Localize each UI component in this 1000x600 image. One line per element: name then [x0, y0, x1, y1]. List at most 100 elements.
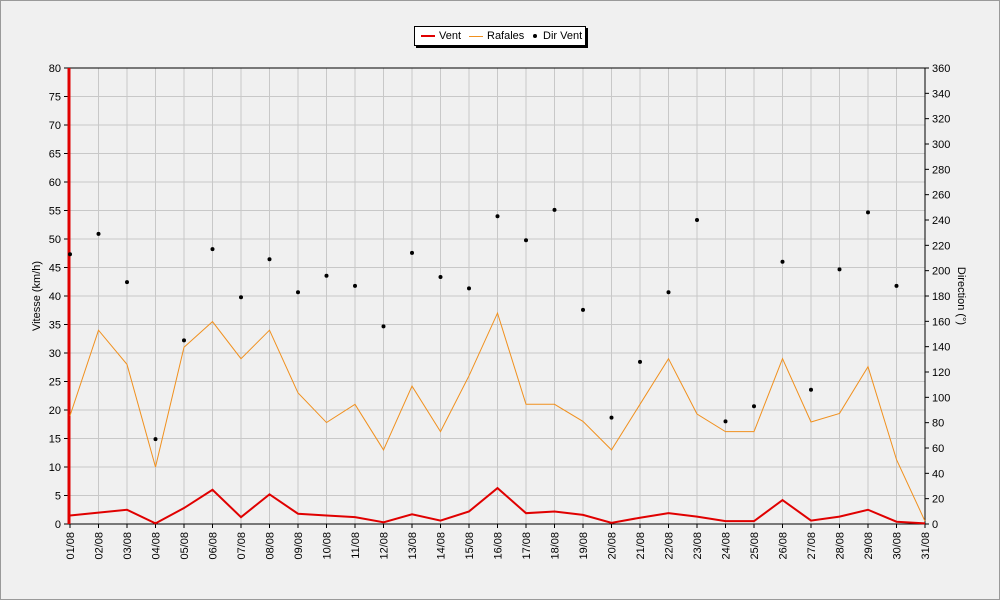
dir-vent-point [410, 250, 414, 255]
left-axis-tick-label: 60 [49, 177, 61, 189]
right-axis-tick-label: 0 [932, 519, 938, 531]
dir-vent-point [467, 286, 471, 291]
right-axis-tick-label: 280 [932, 164, 950, 176]
dir-vent-point [752, 404, 756, 409]
left-axis-tick-label: 70 [49, 120, 61, 132]
dir-vent-point [894, 283, 899, 288]
x-axis-tick-label: 15/08 [464, 532, 476, 560]
right-axis-tick-label: 100 [932, 392, 950, 404]
dir-vent-point [267, 257, 272, 262]
x-axis-tick-label: 18/08 [550, 532, 562, 560]
x-axis-tick-label: 09/08 [293, 532, 305, 560]
left-axis-tick-label: 75 [49, 92, 61, 104]
x-axis-tick-label: 20/08 [607, 532, 619, 560]
x-axis-tick-label: 27/08 [806, 532, 818, 560]
right-axis-tick-label: 180 [932, 291, 950, 303]
left-axis-tick-label: 40 [49, 291, 61, 303]
dir-vent-point [96, 231, 101, 236]
left-axis-tick-label: 15 [49, 434, 61, 446]
x-axis-tick-label: 05/08 [179, 532, 191, 560]
legend-label-vent: Vent [439, 30, 462, 42]
right-axis-tick-label: 240 [932, 215, 950, 227]
dir-vent-point [609, 415, 614, 420]
x-axis-tick-label: 24/08 [721, 532, 733, 560]
x-axis-tick-label: 14/08 [436, 532, 448, 560]
x-axis-tick-label: 21/08 [635, 532, 647, 560]
x-axis-tick-label: 11/08 [350, 532, 362, 559]
dir-vent-point [495, 214, 500, 219]
right-axis-tick-label: 120 [932, 367, 950, 379]
right-axis-tick-label: 340 [932, 88, 950, 100]
x-axis-tick-label: 26/08 [778, 532, 790, 560]
left-axis-tick-label: 80 [49, 63, 61, 75]
dir-vent-point [381, 324, 386, 329]
dir-vent-point [182, 338, 186, 343]
dir-vent-point [581, 307, 585, 312]
right-axis-tick-label: 360 [932, 63, 950, 75]
x-axis-tick-label: 23/08 [692, 532, 704, 560]
rafales-legend-swatch [469, 35, 483, 37]
left-axis-tick-label: 50 [49, 234, 61, 246]
x-axis-tick-label: 29/08 [863, 532, 875, 560]
right-axis-tick-label: 220 [932, 240, 950, 252]
x-axis-tick-label: 03/08 [122, 532, 134, 560]
dir-vent-point [153, 437, 158, 442]
dir-vent-point [638, 359, 642, 364]
dir-vent-point [210, 247, 215, 252]
dir-vent-point [666, 290, 671, 295]
dir-vent-point [353, 283, 357, 288]
dir-vent-point [866, 210, 870, 215]
x-axis-tick-label: 01/08 [65, 532, 77, 560]
left-axis-tick-label: 65 [49, 149, 61, 161]
legend: Vent Rafales Dir Vent [414, 26, 586, 46]
right-axis-tick-label: 320 [932, 114, 950, 126]
x-axis-tick-label: 16/08 [493, 532, 505, 560]
left-axis-tick-label: 30 [49, 348, 61, 360]
x-axis-tick-label: 07/08 [236, 532, 248, 560]
dir-vent-point [695, 218, 699, 222]
right-axis-tick-label: 80 [932, 418, 944, 430]
dir-vent-point [837, 267, 842, 272]
right-axis-tick-label: 60 [932, 443, 944, 455]
legend-label-rafales: Rafales [487, 30, 525, 42]
dir-vent-point [324, 273, 329, 278]
right-axis-tick-label: 300 [932, 139, 950, 151]
left-axis-tick-label: 20 [49, 405, 61, 417]
x-axis-tick-label: 04/08 [151, 532, 163, 560]
series-rafales [69, 311, 926, 522]
y2-axis-title: Direction (°) [955, 267, 967, 325]
legend-item-vent: Vent [421, 29, 461, 43]
x-axis-tick-label: 13/08 [407, 532, 419, 560]
x-axis-tick-label: 10/08 [322, 532, 334, 560]
left-axis-tick-label: 45 [49, 263, 61, 275]
dir-vent-point [552, 207, 557, 212]
left-axis-tick-label: 55 [49, 206, 61, 218]
x-axis-tick-label: 17/08 [521, 532, 533, 560]
x-axis-ticks: 01/08 02/08 03/08 04/08 05/08 06/08 07/08 08/08… [65, 524, 932, 560]
left-axis-tick-label: 35 [49, 320, 61, 332]
legend-item-rafales: Rafales [469, 29, 524, 43]
x-axis-tick-label: 02/08 [94, 532, 106, 560]
right-axis-tick-label: 200 [932, 266, 950, 278]
right-axis-tick-label: 20 [932, 494, 944, 506]
x-axis-tick-label: 12/08 [379, 532, 391, 560]
right-axis-tick-label: 260 [932, 190, 950, 202]
left-axis-tick-label: 5 [55, 491, 61, 503]
series-dir-vent [68, 207, 899, 442]
x-axis-tick-label: 08/08 [265, 532, 277, 560]
vent-legend-swatch [421, 35, 435, 38]
dir-legend-swatch [533, 34, 537, 39]
x-axis-tick-label: 25/08 [749, 532, 761, 560]
legend-label-dir: Dir Vent [543, 30, 583, 42]
left-axis-tick-label: 25 [49, 377, 61, 389]
dir-vent-point [296, 290, 300, 295]
right-axis-tick-label: 140 [932, 342, 950, 354]
dir-vent-point [239, 295, 243, 300]
dir-vent-point [524, 238, 528, 243]
x-axis-tick-label: 28/08 [835, 532, 847, 560]
x-axis-tick-label: 22/08 [664, 532, 676, 560]
x-axis-tick-label: 31/08 [920, 532, 932, 560]
dir-vent-point [723, 419, 728, 424]
